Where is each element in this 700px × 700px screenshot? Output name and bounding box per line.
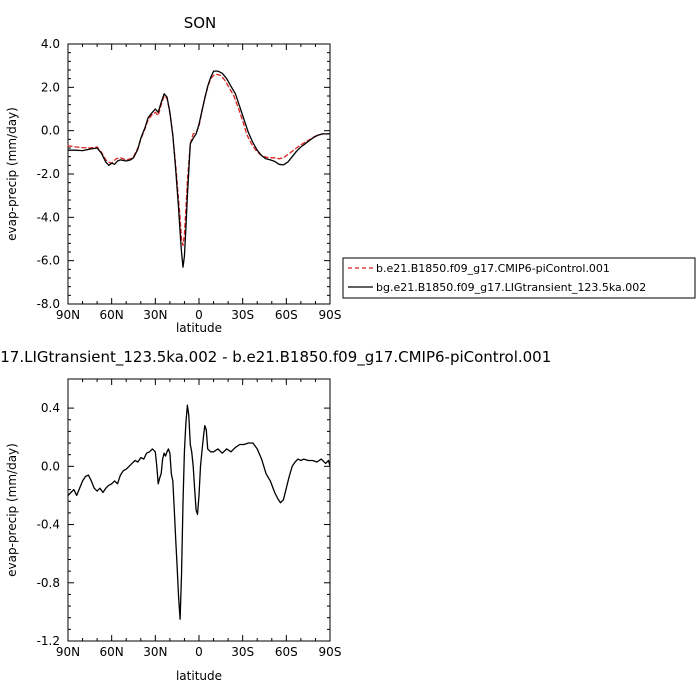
y-tick-label: 4.0: [41, 37, 60, 51]
y-tick-label: -0.4: [37, 518, 60, 532]
series-line-2: [67, 70, 331, 268]
x-axis-label: latitude: [176, 669, 222, 683]
axis-ticks: 90N 60N 30N 0 30S 60S 90S 0.4 0.0 -0.4 -0.8 -1.2: [37, 379, 342, 659]
x-tick-label: 60N: [100, 308, 124, 322]
y-tick-label: -4.0: [37, 210, 60, 224]
y-tick-label: -1.2: [37, 634, 60, 648]
legend-label-series-1: b.e21.B1850.f09_g17.CMIP6-piControl.001: [376, 262, 610, 275]
x-axis-label: latitude: [176, 321, 222, 335]
y-tick-label: 0.0: [41, 459, 60, 473]
x-tick-label: 0: [195, 308, 203, 322]
chart-title: SON: [184, 14, 217, 32]
difference-chart: bg.e21.B1850.f09_g17.LIGtransient_123.5k…: [0, 348, 551, 683]
plot-frame: [67, 378, 331, 642]
x-tick-label: 30N: [143, 308, 167, 322]
y-tick-label: -2.0: [37, 167, 60, 181]
series-line-1: [67, 404, 331, 620]
y-tick-label: 2.0: [41, 80, 60, 94]
y-axis-label: evap-precip (mm/day): [5, 107, 19, 241]
y-tick-label: -8.0: [37, 297, 60, 311]
y-axis-label: evap-precip (mm/day): [5, 443, 19, 577]
x-tick-label: 0: [195, 645, 203, 659]
x-tick-label: 60N: [100, 645, 124, 659]
legend: b.e21.B1850.f09_g17.CMIP6-piControl.001 …: [342, 257, 696, 299]
difference-chart-title: bg.e21.B1850.f09_g17.LIGtransient_123.5k…: [0, 348, 551, 367]
x-tick-label: 90S: [319, 308, 342, 322]
axis-ticks: 90N 60N 30N 0 30S 60S 90S 4.0 2.0 0.0 -2.0 -4.0 -6.0…: [37, 37, 342, 322]
top-chart: SON 90N 60N 30N 0 30S 60S 90S 4.0 2.0 0.0 -2.0 -4.0…: [5, 14, 341, 335]
x-tick-label: 60S: [275, 645, 298, 659]
y-tick-label: 0.4: [41, 401, 60, 415]
x-tick-label: 90N: [56, 308, 80, 322]
x-tick-label: 90N: [56, 645, 80, 659]
x-tick-label: 90S: [319, 645, 342, 659]
series-lines: [67, 404, 331, 620]
y-tick-label: -6.0: [37, 254, 60, 268]
legend-label-series-2: bg.e21.B1850.f09_g17.LIGtransient_123.5k…: [376, 281, 646, 294]
legend-box: [342, 257, 696, 299]
x-tick-label: 30S: [231, 645, 254, 659]
plot-frame: [67, 43, 331, 305]
series-lines: [67, 70, 331, 268]
x-tick-label: 30S: [231, 308, 254, 322]
y-tick-label: -0.8: [37, 576, 60, 590]
y-tick-label: 0.0: [41, 124, 60, 138]
x-tick-label: 30N: [143, 645, 167, 659]
series-line-1: [67, 73, 331, 247]
x-tick-label: 60S: [275, 308, 298, 322]
